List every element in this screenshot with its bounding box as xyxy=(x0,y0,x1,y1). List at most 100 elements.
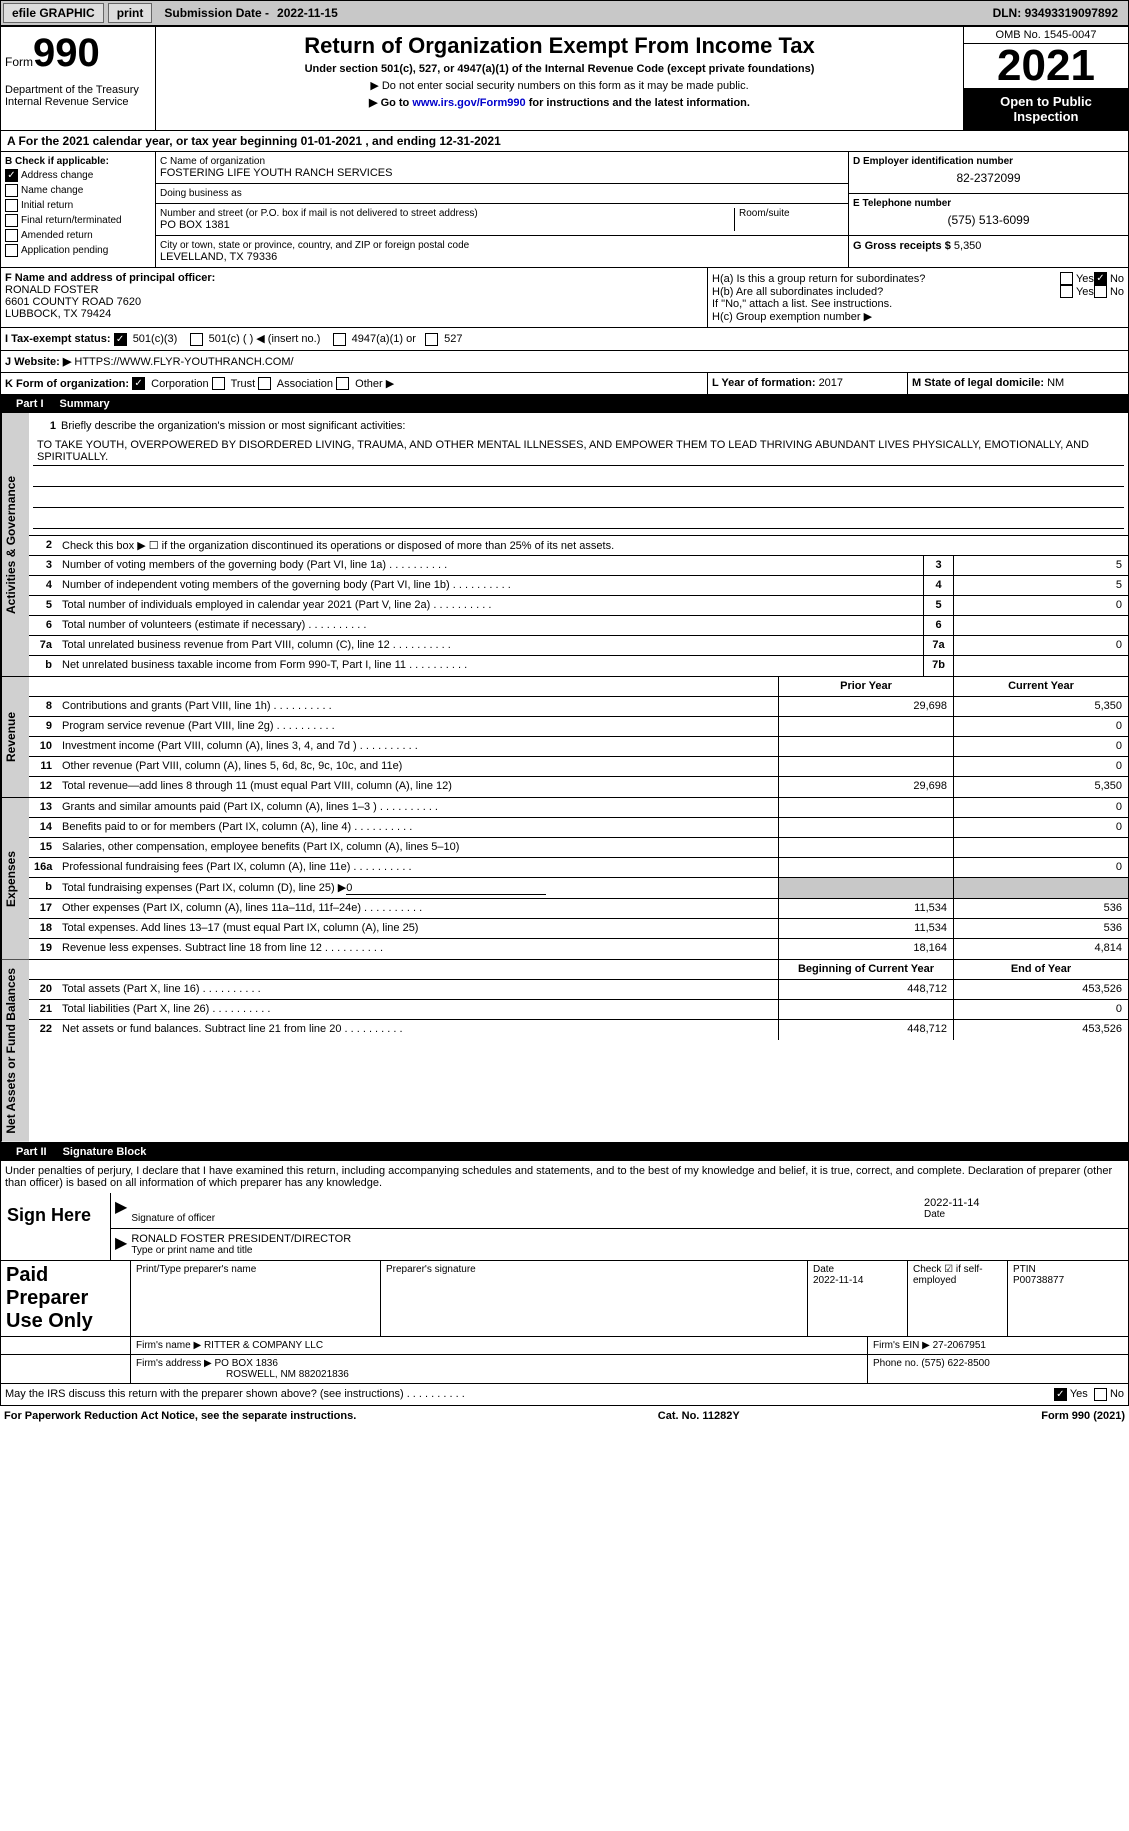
l22c: 453,526 xyxy=(953,1020,1128,1040)
hdr-prior: Prior Year xyxy=(778,677,953,696)
sig-date: 2022-11-14 xyxy=(924,1197,1124,1209)
cb-initial-return[interactable]: Initial return xyxy=(5,199,151,212)
l11p xyxy=(778,757,953,776)
l21c: 0 xyxy=(953,1000,1128,1019)
l20: Total assets (Part X, line 16) xyxy=(57,980,778,999)
l7b: Net unrelated business taxable income fr… xyxy=(57,656,923,676)
col-d-ein: D Employer identification number 82-2372… xyxy=(848,152,1128,267)
dba-label: Doing business as xyxy=(160,188,844,199)
l14: Benefits paid to or for members (Part IX… xyxy=(57,818,778,837)
l18c: 536 xyxy=(953,919,1128,938)
l9p xyxy=(778,717,953,736)
cb-corp[interactable] xyxy=(132,377,145,390)
form-title: Return of Organization Exempt From Incom… xyxy=(162,33,957,59)
efile-button[interactable]: efile GRAPHIC xyxy=(3,3,104,23)
ein-label: D Employer identification number xyxy=(853,156,1124,167)
gross-value: 5,350 xyxy=(954,240,982,252)
cb-4947[interactable] xyxy=(333,333,346,346)
l12: Total revenue—add lines 8 through 11 (mu… xyxy=(57,777,778,797)
cb-527[interactable] xyxy=(425,333,438,346)
ha-yes[interactable] xyxy=(1060,272,1073,285)
form-subtitle3: ▶ Go to www.irs.gov/Form990 for instruct… xyxy=(162,96,957,109)
sign-here-label: Sign Here xyxy=(1,1193,111,1260)
dln: DLN: 93493319097892 xyxy=(993,6,1126,20)
l13c: 0 xyxy=(953,798,1128,817)
form-label: Form xyxy=(5,55,33,69)
form-header: Form990 Department of the Treasury Inter… xyxy=(0,26,1129,131)
l18p: 11,534 xyxy=(778,919,953,938)
officer-addr1: 6601 COUNTY ROAD 7620 xyxy=(5,296,703,308)
calendar-year-line: A For the 2021 calendar year, or tax yea… xyxy=(0,131,1129,152)
cb-501c3[interactable] xyxy=(114,333,127,346)
addr-value: PO BOX 1381 xyxy=(160,219,734,231)
sig-officer-label: Signature of officer xyxy=(131,1213,924,1224)
l19p: 18,164 xyxy=(778,939,953,959)
arrow-icon: ▶ xyxy=(115,1197,127,1224)
l14c: 0 xyxy=(953,818,1128,837)
l16ac: 0 xyxy=(953,858,1128,877)
city-value: LEVELLAND, TX 79336 xyxy=(160,251,844,263)
paid-prep-label: Paid Preparer Use Only xyxy=(1,1261,131,1336)
col-b-checkboxes: B Check if applicable: Address change Na… xyxy=(1,152,156,267)
submission-date: 2022-11-15 xyxy=(277,6,338,20)
name-title-label: Type or print name and title xyxy=(131,1245,1124,1256)
cb-501c[interactable] xyxy=(190,333,203,346)
cb-name-change[interactable]: Name change xyxy=(5,184,151,197)
phone-label: E Telephone number xyxy=(853,198,1124,209)
cb-application[interactable]: Application pending xyxy=(5,244,151,257)
website-row: J Website: ▶ HTTPS://WWW.FLYR-YOUTHRANCH… xyxy=(0,351,1129,373)
cb-assoc[interactable] xyxy=(258,377,271,390)
activities-governance-block: Activities & Governance 1Briefly describ… xyxy=(0,413,1129,677)
hb-yes[interactable] xyxy=(1060,285,1073,298)
l11: Other revenue (Part VIII, column (A), li… xyxy=(57,757,778,776)
l8: Contributions and grants (Part VIII, lin… xyxy=(57,697,778,716)
discuss-text: May the IRS discuss this return with the… xyxy=(5,1388,1054,1401)
gross-label: G Gross receipts $ xyxy=(853,240,954,252)
l12p: 29,698 xyxy=(778,777,953,797)
ein-value: 82-2372099 xyxy=(853,167,1124,189)
org-name-label: C Name of organization xyxy=(160,156,844,167)
hb-no[interactable] xyxy=(1094,285,1107,298)
l22: Net assets or fund balances. Subtract li… xyxy=(57,1020,778,1040)
cb-other[interactable] xyxy=(336,377,349,390)
website-link[interactable]: HTTPS://WWW.FLYR-YOUTHRANCH.COM/ xyxy=(74,356,293,368)
ha-no[interactable] xyxy=(1094,272,1107,285)
l6: Total number of volunteers (estimate if … xyxy=(57,616,923,635)
cb-final-return[interactable]: Final return/terminated xyxy=(5,214,151,227)
submission-date-label: Submission Date - xyxy=(164,6,269,20)
discuss-no[interactable] xyxy=(1094,1388,1107,1401)
cb-amended[interactable]: Amended return xyxy=(5,229,151,242)
netassets-block: Net Assets or Fund Balances Beginning of… xyxy=(0,960,1129,1143)
footer-right: Form 990 (2021) xyxy=(1041,1410,1125,1422)
arrow-icon: ▶ xyxy=(115,1233,127,1256)
discuss-yes[interactable] xyxy=(1054,1388,1067,1401)
l7a-val: 0 xyxy=(953,636,1128,655)
firm-ein: 27-2067951 xyxy=(933,1340,986,1351)
dept-label: Department of the Treasury Internal Reve… xyxy=(5,84,151,108)
l8p: 29,698 xyxy=(778,697,953,716)
ptin: P00738877 xyxy=(1013,1275,1123,1286)
vtab-governance: Activities & Governance xyxy=(1,413,29,676)
l13: Grants and similar amounts paid (Part IX… xyxy=(57,798,778,817)
l2: Check this box ▶ ☐ if the organization d… xyxy=(57,536,1128,555)
l6-val xyxy=(953,616,1128,635)
l3-val: 5 xyxy=(953,556,1128,575)
officer-name-title: RONALD FOSTER PRESIDENT/DIRECTOR xyxy=(131,1233,1124,1245)
l13p xyxy=(778,798,953,817)
l1-label: Briefly describe the organization's miss… xyxy=(61,420,405,432)
tax-exempt-row: I Tax-exempt status: 501(c)(3) 501(c) ( … xyxy=(0,328,1129,351)
addr-label: Number and street (or P.O. box if mail i… xyxy=(160,208,734,219)
cb-trust[interactable] xyxy=(212,377,225,390)
date-label: Date xyxy=(924,1209,1124,1220)
footer-cat: Cat. No. 11282Y xyxy=(658,1410,740,1422)
sign-here-block: Sign Here ▶ Signature of officer 2022-11… xyxy=(0,1193,1129,1261)
l10c: 0 xyxy=(953,737,1128,756)
mission-text: TO TAKE YOUTH, OVERPOWERED BY DISORDERED… xyxy=(33,437,1124,466)
l10: Investment income (Part VIII, column (A)… xyxy=(57,737,778,756)
print-button[interactable]: print xyxy=(108,3,153,23)
l12c: 5,350 xyxy=(953,777,1128,797)
irs-link[interactable]: www.irs.gov/Form990 xyxy=(412,97,525,109)
cb-address-change[interactable]: Address change xyxy=(5,169,151,182)
l15p xyxy=(778,838,953,857)
l7a: Total unrelated business revenue from Pa… xyxy=(57,636,923,655)
